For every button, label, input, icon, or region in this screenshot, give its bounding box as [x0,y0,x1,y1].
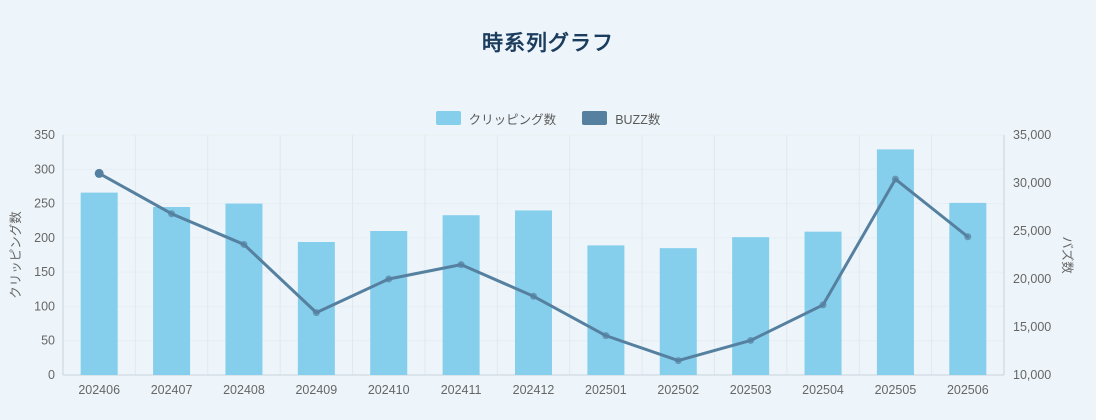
y-left-tick-label: 250 [34,197,55,211]
y-right-tick-label: 20,000 [1013,272,1051,286]
y-left-tick-label: 200 [34,231,55,245]
line-point-202408[interactable] [240,240,248,248]
line-point-202502[interactable] [674,357,682,365]
line-point-202503[interactable] [747,336,755,344]
bar-202506[interactable] [949,202,987,375]
bar-202505[interactable] [876,149,914,375]
line-point-202504[interactable] [819,301,827,309]
y-left-tick-label: 350 [34,130,55,142]
bar-202409[interactable] [297,241,335,375]
x-tick-label: 202506 [947,383,989,397]
y-left-axis-name: クリッピング数 [8,211,23,299]
y-right-tick-label: 30,000 [1013,176,1051,190]
x-tick-label: 202406 [78,383,120,397]
line-point-202406[interactable] [94,168,104,178]
line-point-202412[interactable] [530,292,537,300]
y-left-tick-label: 100 [34,299,55,313]
x-tick-label: 202504 [802,383,844,397]
y-right-tick-label: 25,000 [1013,224,1051,238]
bar-202408[interactable] [225,203,263,375]
chart-title: 時系列グラフ [482,32,614,55]
bar-202410[interactable] [370,231,408,375]
x-tick-label: 202505 [875,383,917,397]
x-tick-label: 202503 [730,383,772,397]
line-point-202501[interactable] [602,332,610,340]
x-tick-label: 202411 [441,383,482,397]
legend-label-buzz: BUZZ数 [615,112,661,127]
legend-item-buzz[interactable]: BUZZ数 [582,109,660,128]
line-point-202407[interactable] [168,210,176,218]
bar-202406[interactable] [80,192,118,375]
bar-202501[interactable] [587,245,625,375]
y-right-tick-label: 15,000 [1013,320,1051,334]
x-tick-label: 202409 [295,383,337,397]
y-left-tick-label: 50 [41,334,55,348]
bar-202411[interactable] [442,215,480,375]
bar-202503[interactable] [732,237,770,375]
y-right-tick-label: 10,000 [1013,368,1051,382]
x-tick-label: 202501 [585,383,627,397]
line-point-202409[interactable] [312,309,320,317]
bar-202412[interactable] [515,210,552,375]
legend-swatch-buzz-icon [582,111,608,125]
x-tick-label: 202412 [513,383,555,397]
line-point-202411[interactable] [457,261,465,269]
line-point-202505[interactable] [891,175,899,183]
x-tick-label: 202408 [223,383,265,397]
x-tick-label: 202502 [657,383,699,397]
chart-plot-area: 202406 202407 202408 202409 202410 202411 2024… [8,130,1075,397]
line-point-202506[interactable] [964,233,972,241]
bar-202407[interactable] [153,207,191,375]
legend-swatch-clipping-icon [435,111,461,125]
x-tick-label: 202410 [368,383,410,397]
line-point-202410[interactable] [385,275,393,283]
y-left-tick-label: 150 [34,265,55,279]
y-left-tick-label: 0 [48,368,55,382]
y-right-axis-name: バズ数 [1060,236,1075,274]
legend-label-clipping: クリッピング数 [468,112,557,127]
bar-202502[interactable] [659,248,697,375]
legend-item-clipping[interactable]: クリッピング数 [435,109,557,128]
legend: クリッピング数 BUZZ数 [0,108,1096,128]
y-left-tick-label: 300 [34,162,55,176]
x-tick-label: 202407 [151,383,193,397]
y-right-tick-label: 35,000 [1013,130,1051,142]
